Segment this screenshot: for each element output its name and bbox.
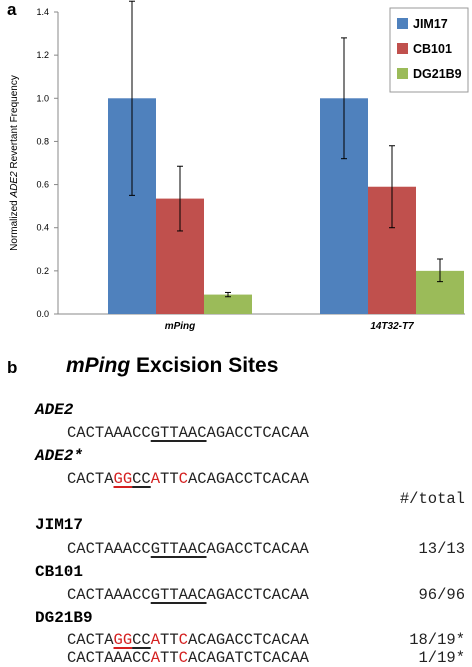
y-tick-label: 0.4 xyxy=(36,223,49,233)
strain-label: JIM17 xyxy=(35,516,84,534)
sequence-segment: CC xyxy=(132,631,151,649)
x-category-label: mPing xyxy=(165,321,196,332)
sequence-line: CACTAGGCCATTCACAGACCTCACAA xyxy=(67,470,309,488)
sequence-line: CACTAAACCATTCACAGATCTCACAA xyxy=(67,649,309,667)
sequence-segment: GTTAAC xyxy=(150,586,207,604)
sequence-segment: CACTAAACC xyxy=(67,540,151,558)
legend-swatch-cb101 xyxy=(397,43,408,54)
count-value: 1/19* xyxy=(418,649,465,667)
sequence-segment: TT xyxy=(160,649,179,667)
y-axis-title-part: ADE2 xyxy=(9,171,20,199)
legend-label-jim17: JIM17 xyxy=(413,17,448,31)
sequence-segment: GG xyxy=(113,470,133,488)
sequence-segment: CACTA xyxy=(67,470,114,488)
sequence-segment: ACAGACCTCACAA xyxy=(187,631,309,649)
x-category-label: 14T32-T7 xyxy=(370,321,414,332)
sequence-segment: AGACCTCACAA xyxy=(206,424,309,442)
count-value: 13/13 xyxy=(418,540,465,558)
sequence-line: CACTAAACCGTTAACAGACCTCACAA xyxy=(67,540,309,558)
sequence-segment: GTTAAC xyxy=(150,540,207,558)
sequence-segment: AGACCTCACAA xyxy=(206,586,309,604)
y-tick-label: 1.2 xyxy=(36,50,49,60)
count-value: 96/96 xyxy=(418,586,465,604)
bar-dg21b9-0 xyxy=(204,294,252,314)
sequence-segment: A xyxy=(150,631,161,649)
y-tick-label: 1.4 xyxy=(36,7,49,17)
sequence-segment: CACTAAACC xyxy=(67,649,151,667)
panel-b-label: b xyxy=(7,358,18,377)
sequence-line: CACTAGGCCATTCACAGACCTCACAA xyxy=(67,631,309,649)
y-tick-label: 1.0 xyxy=(36,93,49,103)
sequence-segment: CC xyxy=(132,470,151,488)
sequence-segment: AGACCTCACAA xyxy=(206,540,309,558)
sequence-segment: CACTAAACC xyxy=(67,586,151,604)
y-axis-title: Normalized ADE2 Revertant Frequency xyxy=(9,75,20,251)
y-tick-label: 0.8 xyxy=(36,136,49,146)
sequence-segment: ACAGATCTCACAA xyxy=(187,649,309,667)
total-header: #/total xyxy=(399,490,465,508)
sequence-segment: C xyxy=(178,470,188,488)
legend-swatch-jim17 xyxy=(397,18,408,29)
y-tick-label: 0.6 xyxy=(36,180,49,190)
sequence-segment: TT xyxy=(160,631,179,649)
sequence-segment: ACAGACCTCACAA xyxy=(187,470,309,488)
strain-label: ADE2 xyxy=(35,401,74,419)
sequence-segment: GG xyxy=(113,631,133,649)
bar-chart: 0.0 0.2 0.4 0.6 0.8 1.0 1.2 1.4 Normalized ADE2 … xyxy=(9,0,469,332)
y-tick-label: 0.2 xyxy=(36,266,49,276)
sequence-line: CACTAAACCGTTAACAGACCTCACAA xyxy=(67,586,309,604)
y-axis-title-part: Normalized xyxy=(9,197,20,250)
sequence-segment: TT xyxy=(160,470,179,488)
y-tick-label: 0.0 xyxy=(36,309,49,319)
excision-title-italic: mPing xyxy=(66,354,131,377)
y-axis-title-part: Revertant Frequency xyxy=(9,75,20,171)
strain-label: ADE2* xyxy=(35,447,84,465)
sequence-segment: C xyxy=(178,649,188,667)
excision-title-rest: Excision Sites xyxy=(130,354,279,377)
sequence-segment: CACTA xyxy=(67,631,114,649)
sequence-line: CACTAAACCGTTAACAGACCTCACAA xyxy=(67,424,309,442)
strain-label: CB101 xyxy=(35,563,84,581)
legend-label-cb101: CB101 xyxy=(413,42,452,56)
excision-sites-title: mPing Excision Sites xyxy=(66,354,278,378)
sequence-segment: C xyxy=(178,631,188,649)
legend-swatch-dg21b9 xyxy=(397,68,408,79)
sequence-segment: A xyxy=(150,470,161,488)
strain-label: DG21B9 xyxy=(35,609,93,627)
legend-label-dg21b9: DG21B9 xyxy=(413,67,462,81)
sequence-segment: A xyxy=(150,649,161,667)
panel-a-label: a xyxy=(7,0,17,19)
sequence-segment: CACTAAACC xyxy=(67,424,151,442)
sequence-segment: GTTAAC xyxy=(150,424,207,442)
count-value: 18/19* xyxy=(409,631,465,649)
